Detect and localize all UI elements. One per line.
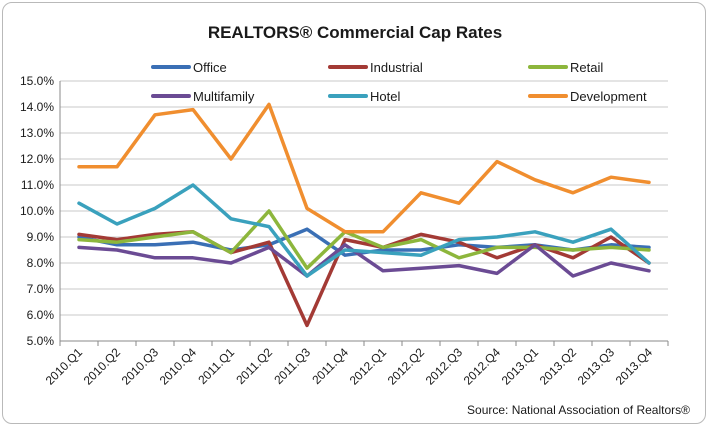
legend-item-development: Development [528, 89, 647, 104]
legend: Office Industrial Retail Multifamily Hotel De… [151, 60, 647, 104]
x-tick-label: 2011.Q2 [233, 345, 275, 387]
x-tick-label: 2010.Q3 [119, 345, 162, 388]
y-tick-label: 15.0% [20, 74, 54, 88]
x-tick-label: 2011.Q1 [195, 345, 237, 387]
y-axis: 5.0% 6.0% 7.0% 8.0% 9.0% 10.0% 11.0% 12.0% 13.0%… [20, 74, 61, 348]
y-tick-label: 10.0% [20, 204, 54, 218]
x-tick-label: 2013.Q2 [537, 345, 580, 388]
series-line-multifamily [77, 243, 651, 278]
legend-item-multifamily: Multifamily [151, 89, 255, 104]
y-tick-label: 9.0% [27, 230, 55, 244]
x-tick-label: 2013.Q3 [575, 345, 618, 388]
x-tick-label: 2013.Q4 [613, 345, 656, 388]
series-line-retail [77, 209, 651, 270]
y-tick-label: 7.0% [27, 282, 55, 296]
series-line-hotel [77, 183, 651, 278]
x-tick-label: 2010.Q4 [157, 345, 200, 388]
x-tick-label: 2012.Q4 [461, 345, 504, 388]
y-tick-label: 13.0% [20, 126, 54, 140]
legend-item-industrial: Industrial [328, 60, 423, 75]
x-axis: 2010.Q12010.Q22010.Q32010.Q42011.Q12011.… [43, 340, 669, 388]
y-tick-label: 6.0% [27, 308, 55, 322]
y-tick-label: 14.0% [20, 100, 54, 114]
x-tick-label: 2011.Q3 [271, 345, 313, 387]
x-tick-label: 2011.Q4 [309, 345, 351, 387]
legend-label: Industrial [370, 60, 423, 75]
x-tick-label: 2012.Q2 [385, 345, 428, 388]
series-lines [77, 102, 651, 328]
y-tick-label: 11.0% [21, 178, 54, 192]
x-tick-label: 2012.Q3 [423, 345, 466, 388]
y-tick-label: 5.0% [27, 334, 55, 348]
legend-label: Office [193, 60, 227, 75]
x-tick-label: 2012.Q1 [347, 345, 390, 388]
chart-frame [2, 2, 706, 424]
legend-item-retail: Retail [528, 60, 603, 75]
source-note: Source: National Association of Realtors… [467, 403, 690, 417]
series-line-development [77, 102, 651, 234]
legend-item-hotel: Hotel [328, 89, 400, 104]
legend-label: Multifamily [193, 89, 255, 104]
x-tick-label: 2010.Q1 [43, 345, 86, 388]
x-tick-label: 2010.Q2 [81, 345, 124, 388]
legend-label: Hotel [370, 89, 400, 104]
legend-item-office: Office [151, 60, 227, 75]
x-tick-label: 2013.Q1 [499, 345, 542, 388]
y-tick-label: 12.0% [20, 152, 54, 166]
legend-label: Retail [570, 60, 603, 75]
y-tick-label: 8.0% [27, 256, 55, 270]
legend-label: Development [570, 89, 647, 104]
chart-title: REALTORS® Commercial Cap Rates [208, 23, 502, 42]
